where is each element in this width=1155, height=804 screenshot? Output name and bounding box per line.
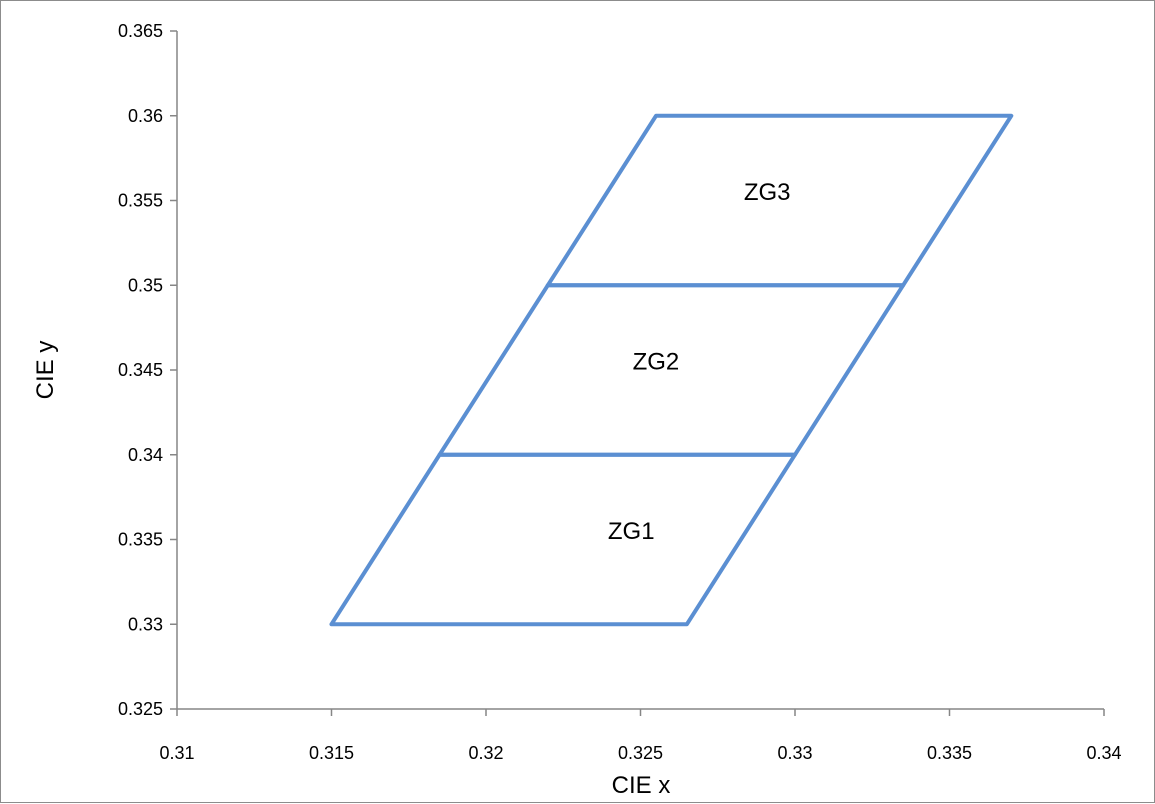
y-axis-title: CIE y (32, 341, 59, 400)
y-tick-label: 0.345 (118, 360, 163, 380)
y-tick-label: 0.33 (128, 614, 163, 634)
y-tick-label: 0.35 (128, 275, 163, 295)
y-tick-label: 0.36 (128, 106, 163, 126)
y-tick-label: 0.355 (118, 191, 163, 211)
x-tick-label: 0.32 (468, 743, 503, 763)
x-axis-title: CIE x (612, 772, 671, 799)
region-label-zg1: ZG1 (608, 518, 655, 545)
x-tick-label: 0.33 (777, 743, 812, 763)
x-tick-label: 0.335 (927, 743, 972, 763)
region-label-zg2: ZG2 (633, 349, 680, 376)
y-tick-label: 0.335 (118, 530, 163, 550)
ticks-layer: 0.325 0.33 0.335 0.34 0.345 0.35 0.355 0.36 0.36… (118, 21, 1122, 763)
labels-layer: ZG1 ZG2 ZG3 (608, 179, 791, 545)
y-tick-label: 0.34 (128, 445, 163, 465)
region-outline-zg1 (329, 452, 797, 627)
x-tick-label: 0.34 (1086, 743, 1121, 763)
regions-layer (329, 113, 1014, 627)
y-tick-label: 0.325 (118, 699, 163, 719)
region-label-zg3: ZG3 (744, 179, 791, 206)
y-tick-label: 0.365 (118, 21, 163, 41)
region-outline-zg3 (545, 113, 1014, 288)
x-tick-label: 0.325 (618, 743, 663, 763)
x-tick-label: 0.315 (309, 743, 354, 763)
x-tick-label: 0.31 (159, 743, 194, 763)
